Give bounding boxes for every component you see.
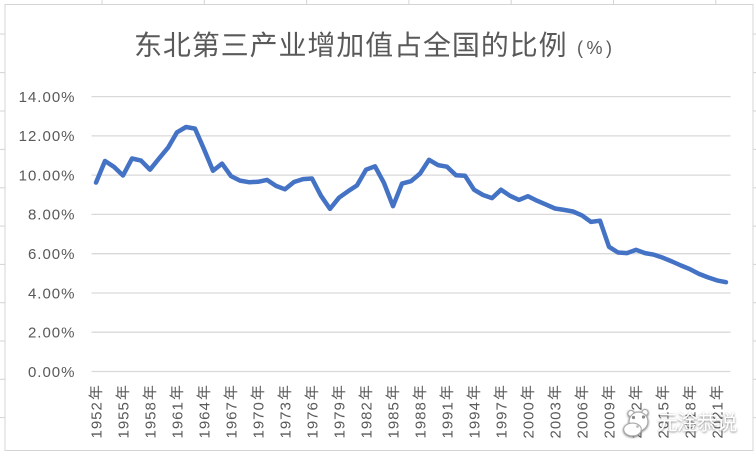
svg-text:1955: 1955 xyxy=(115,401,132,438)
svg-text:1967: 1967 xyxy=(223,401,240,438)
svg-text:1976: 1976 xyxy=(304,401,321,438)
svg-text:1973: 1973 xyxy=(277,401,294,438)
svg-text:10.00%: 10.00% xyxy=(19,167,76,184)
svg-text:1970: 1970 xyxy=(250,401,267,438)
svg-text:2000: 2000 xyxy=(520,401,537,438)
svg-text:2006: 2006 xyxy=(574,401,591,438)
svg-text:1979: 1979 xyxy=(331,401,348,438)
svg-text:2.00%: 2.00% xyxy=(28,325,76,342)
svg-text:(%): (%) xyxy=(577,38,616,58)
svg-text:4.00%: 4.00% xyxy=(28,285,76,302)
svg-text:2015: 2015 xyxy=(655,401,672,438)
svg-text:1958: 1958 xyxy=(142,401,159,438)
svg-text:1994: 1994 xyxy=(466,401,483,438)
svg-text:8.00%: 8.00% xyxy=(28,207,76,224)
svg-text:1952: 1952 xyxy=(88,401,105,438)
svg-text:1985: 1985 xyxy=(385,401,402,438)
svg-text:14.00%: 14.00% xyxy=(19,89,76,106)
svg-text:2009: 2009 xyxy=(601,401,618,438)
svg-text:1964: 1964 xyxy=(196,401,213,438)
svg-text:1961: 1961 xyxy=(169,401,186,438)
svg-text:2003: 2003 xyxy=(547,401,564,438)
svg-text:6.00%: 6.00% xyxy=(28,246,76,263)
svg-text:1982: 1982 xyxy=(358,401,375,438)
svg-text:1997: 1997 xyxy=(493,401,510,438)
svg-text:1991: 1991 xyxy=(439,401,456,438)
svg-text:0.00%: 0.00% xyxy=(28,364,76,381)
svg-text:1988: 1988 xyxy=(412,401,429,438)
svg-text:12.00%: 12.00% xyxy=(19,128,76,145)
